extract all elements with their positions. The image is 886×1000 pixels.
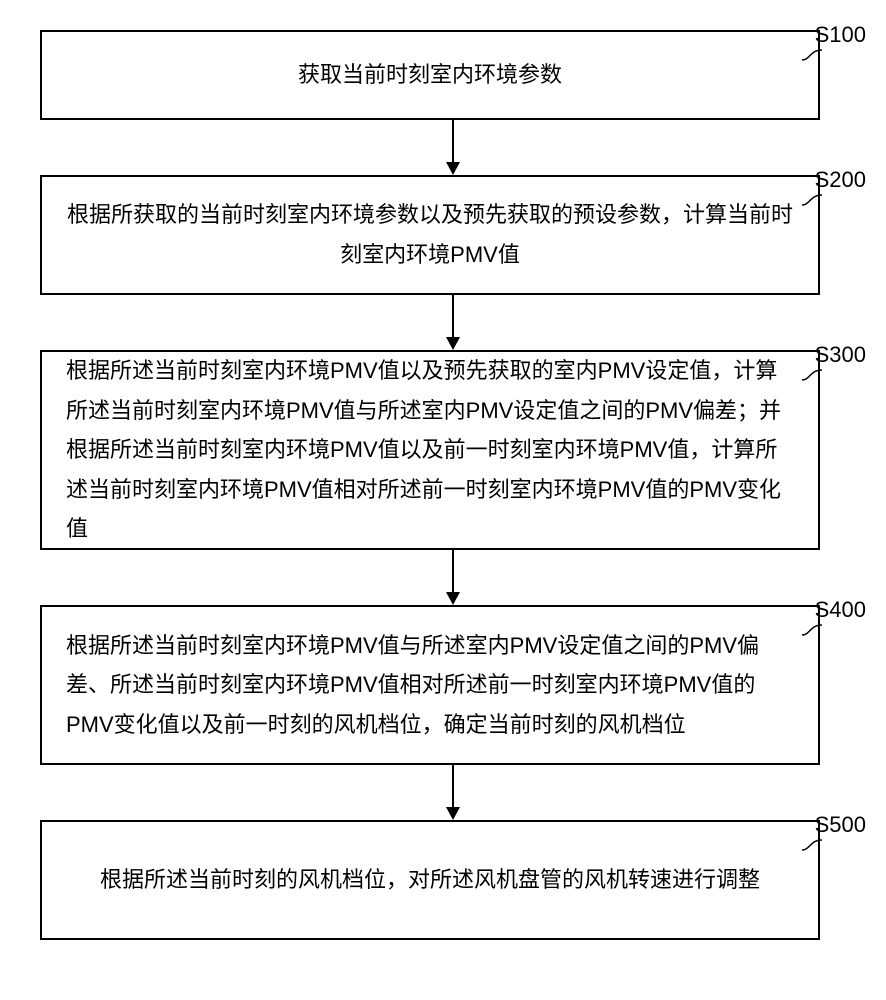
flowchart-container: 获取当前时刻室内环境参数 S100 根据所获取的当前时刻室内环境参数以及预先获取… bbox=[20, 30, 866, 940]
arrow-4 bbox=[20, 765, 866, 820]
step-4-container: 根据所述当前时刻室内环境PMV值与所述室内PMV设定值之间的PMV偏差、所述当前… bbox=[20, 605, 866, 765]
arrow-down-icon bbox=[438, 550, 468, 605]
step-4-label: S400 bbox=[815, 597, 866, 623]
step-4-box: 根据所述当前时刻室内环境PMV值与所述室内PMV设定值之间的PMV偏差、所述当前… bbox=[40, 605, 820, 765]
step-1-text: 获取当前时刻室内环境参数 bbox=[66, 55, 794, 95]
step-1-box: 获取当前时刻室内环境参数 bbox=[40, 30, 820, 120]
arrow-down-icon bbox=[438, 295, 468, 350]
step-5-text: 根据所述当前时刻的风机档位，对所述风机盘管的风机转速进行调整 bbox=[66, 860, 794, 900]
step-2-label: S200 bbox=[815, 167, 866, 193]
step-5-label: S500 bbox=[815, 812, 866, 838]
step-5-container: 根据所述当前时刻的风机档位，对所述风机盘管的风机转速进行调整 S500 bbox=[20, 820, 866, 940]
step-2-text: 根据所获取的当前时刻室内环境参数以及预先获取的预设参数，计算当前时刻室内环境PM… bbox=[66, 195, 794, 274]
arrow-down-icon bbox=[438, 765, 468, 820]
step-4-text: 根据所述当前时刻室内环境PMV值与所述室内PMV设定值之间的PMV偏差、所述当前… bbox=[66, 626, 794, 745]
arrow-3 bbox=[20, 550, 866, 605]
step-3-container: 根据所述当前时刻室内环境PMV值以及预先获取的室内PMV设定值，计算所述当前时刻… bbox=[20, 350, 866, 550]
step-3-box: 根据所述当前时刻室内环境PMV值以及预先获取的室内PMV设定值，计算所述当前时刻… bbox=[40, 350, 820, 550]
arrow-down-icon bbox=[438, 120, 468, 175]
arrow-1 bbox=[20, 120, 866, 175]
step-5-box: 根据所述当前时刻的风机档位，对所述风机盘管的风机转速进行调整 bbox=[40, 820, 820, 940]
step-3-text: 根据所述当前时刻室内环境PMV值以及预先获取的室内PMV设定值，计算所述当前时刻… bbox=[66, 351, 794, 549]
step-1-container: 获取当前时刻室内环境参数 S100 bbox=[20, 30, 866, 120]
step-2-container: 根据所获取的当前时刻室内环境参数以及预先获取的预设参数，计算当前时刻室内环境PM… bbox=[20, 175, 866, 295]
arrow-2 bbox=[20, 295, 866, 350]
step-2-box: 根据所获取的当前时刻室内环境参数以及预先获取的预设参数，计算当前时刻室内环境PM… bbox=[40, 175, 820, 295]
step-3-label: S300 bbox=[815, 342, 866, 368]
step-1-label: S100 bbox=[815, 22, 866, 48]
